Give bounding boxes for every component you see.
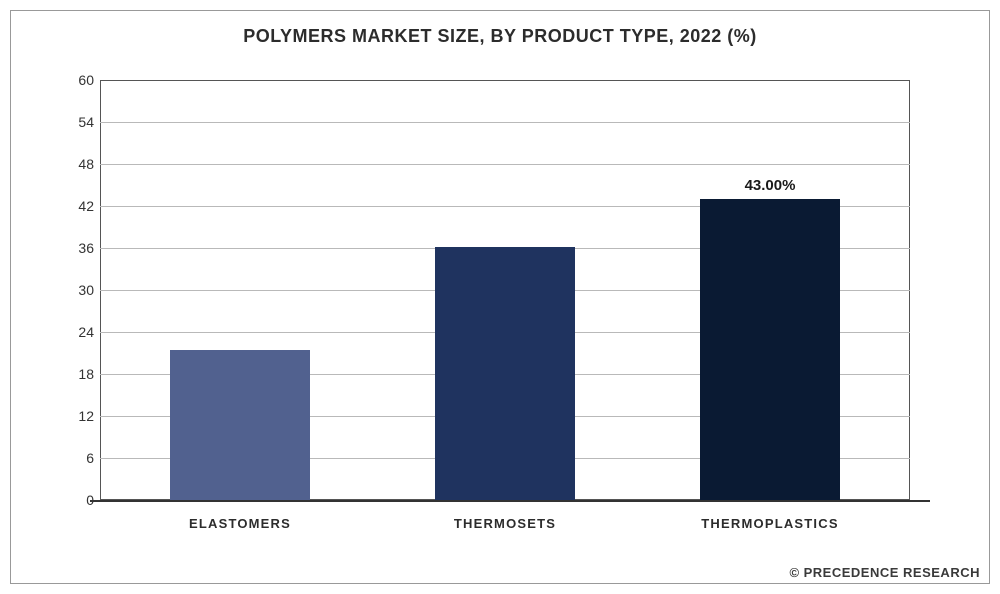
y-tick-label: 24 [64,324,94,340]
y-tick-label: 42 [64,198,94,214]
bar-elastomers [170,350,310,501]
y-tick-label: 48 [64,156,94,172]
gridline [100,164,910,165]
y-tick-label: 6 [64,450,94,466]
baseline [90,500,930,502]
bar-value-label: 43.00% [745,177,796,194]
x-label-thermosets: THERMOSETS [454,516,556,531]
y-tick-label: 12 [64,408,94,424]
bar-thermosets [435,247,575,500]
y-tick-label: 18 [64,366,94,382]
y-tick-label: 30 [64,282,94,298]
bar-thermoplastics [700,199,840,500]
y-tick-label: 36 [64,240,94,256]
gridline [100,122,910,123]
credit-text: © PRECEDENCE RESEARCH [789,565,980,580]
x-label-elastomers: ELASTOMERS [189,516,291,531]
chart-title: POLYMERS MARKET SIZE, BY PRODUCT TYPE, 2… [0,26,1000,47]
x-label-thermoplastics: THERMOPLASTICS [701,516,838,531]
y-tick-label: 60 [64,72,94,88]
y-tick-label: 54 [64,114,94,130]
